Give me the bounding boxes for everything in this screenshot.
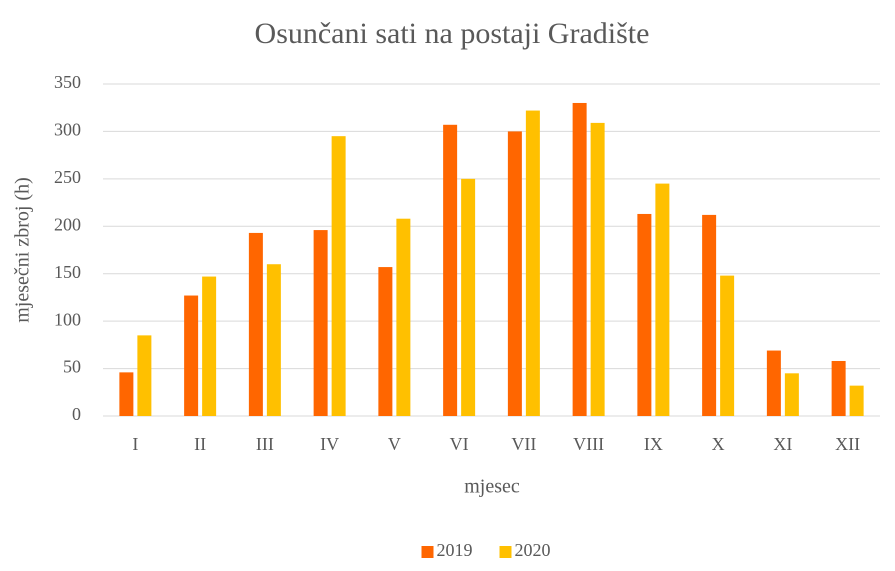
bar (720, 275, 735, 416)
x-tick-label: X (712, 434, 725, 454)
y-tick-label: 150 (54, 262, 81, 282)
x-tick-label: II (194, 434, 206, 454)
y-tick-label: 100 (54, 309, 81, 329)
x-tick-label: VIII (573, 434, 604, 454)
bar (313, 230, 328, 416)
bar (655, 183, 670, 416)
bar (461, 178, 476, 416)
y-axis-label: mjesečni zbroj (h) (12, 177, 34, 323)
x-tick-label: IV (320, 434, 339, 454)
y-tick-label: 250 (54, 167, 81, 187)
bar (590, 122, 605, 417)
x-tick-label: IX (644, 434, 663, 454)
bar (766, 350, 781, 416)
y-tick-label: 300 (54, 120, 81, 140)
legend-label: 2020 (515, 540, 551, 560)
legend-swatch (421, 546, 434, 558)
bar (572, 102, 587, 416)
bar (396, 218, 411, 416)
legend-swatch (499, 546, 512, 558)
bar (849, 385, 864, 416)
bar (443, 124, 458, 416)
x-tick-label: III (256, 434, 274, 454)
x-tick-label: XI (773, 434, 792, 454)
bar (184, 295, 199, 416)
bar (507, 131, 522, 416)
bar (137, 335, 152, 416)
bar (525, 110, 540, 416)
bar (248, 232, 263, 416)
legend-label: 2019 (437, 540, 473, 560)
y-tick-label: 200 (54, 214, 81, 234)
bar (702, 214, 717, 416)
chart-title: Osunčani sati na postaji Gradište (255, 17, 650, 50)
x-tick-label: VII (511, 434, 536, 454)
y-tick-label: 350 (54, 72, 81, 92)
bar (202, 276, 217, 416)
bar (637, 213, 652, 416)
x-tick-label: V (388, 434, 401, 454)
bar (784, 373, 799, 416)
bar (378, 267, 393, 416)
x-axis-label: mjesec (464, 476, 520, 498)
x-tick-label: XII (835, 434, 860, 454)
bar (119, 372, 134, 416)
x-tick-label: I (132, 434, 138, 454)
bar (266, 264, 281, 416)
y-tick-label: 0 (72, 404, 81, 424)
bar (831, 360, 846, 416)
y-tick-label: 50 (63, 357, 81, 377)
x-tick-label: VI (450, 434, 469, 454)
bar (331, 136, 346, 416)
